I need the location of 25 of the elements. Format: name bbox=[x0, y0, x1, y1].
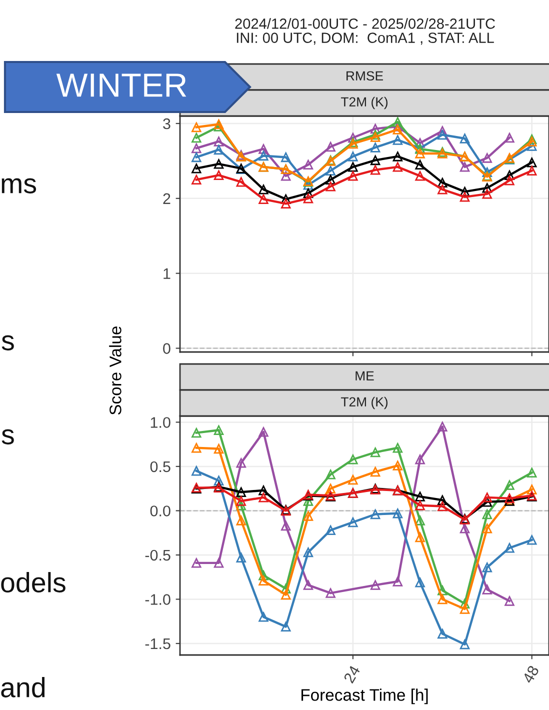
y-tick-label: 0.0 bbox=[150, 506, 170, 516]
chart-subtitle: T2M (K) bbox=[340, 96, 388, 110]
chart-title: RMSE bbox=[346, 71, 383, 81]
y-tick-label: -0.5 bbox=[145, 550, 170, 561]
text: and bbox=[1, 677, 45, 698]
y-tick-label: -1.0 bbox=[145, 594, 170, 605]
y-tick-label: 0 bbox=[163, 343, 170, 354]
text: 2024/12/01-00UTC - 2025/02/28-21UTC INI: 00 UTC, DOM: ComA1 , STAT: ALL bbox=[235, 18, 495, 45]
x-tick-label: 48 bbox=[522, 664, 540, 684]
y-tick-label: -1.5 bbox=[145, 638, 170, 650]
y-axis-title: Score Value bbox=[109, 326, 122, 415]
text: s bbox=[2, 429, 14, 444]
text: odels bbox=[1, 572, 66, 592]
text: WINTER bbox=[56, 74, 186, 97]
x-axis-title: Forecast Time [h] bbox=[302, 688, 428, 704]
text: ms bbox=[2, 178, 36, 194]
text: s bbox=[2, 335, 14, 350]
y-tick-label: 1 bbox=[164, 268, 170, 279]
chart-subtitle: T2M (K) bbox=[340, 396, 388, 410]
x-tick-label: 24 bbox=[343, 664, 360, 684]
chart-title: ME bbox=[356, 371, 374, 380]
y-tick-label: 3 bbox=[163, 118, 170, 130]
y-tick-label: 1.0 bbox=[150, 417, 170, 428]
y-tick-label: 2 bbox=[163, 193, 170, 204]
y-tick-label: 0.5 bbox=[150, 461, 170, 472]
